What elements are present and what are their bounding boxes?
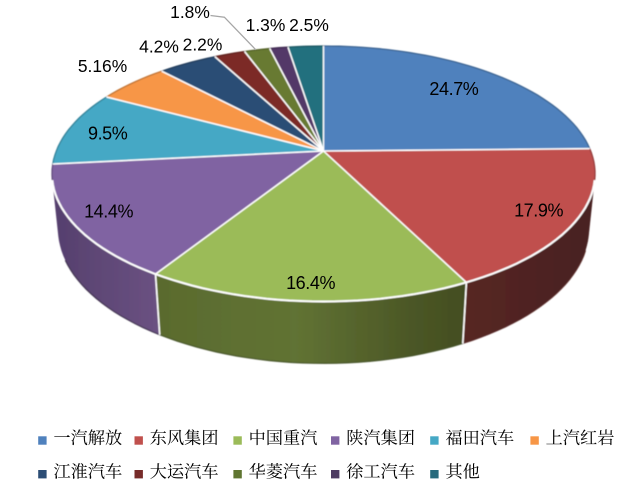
svg-text:1.3%: 1.3% bbox=[246, 15, 286, 35]
svg-text:2.2%: 2.2% bbox=[183, 35, 223, 55]
svg-text:24.7%: 24.7% bbox=[429, 79, 478, 99]
svg-text:9.5%: 9.5% bbox=[88, 124, 128, 144]
svg-text:1.8%: 1.8% bbox=[170, 2, 210, 22]
svg-text:14.4%: 14.4% bbox=[84, 201, 133, 221]
svg-text:16.4%: 16.4% bbox=[286, 273, 335, 293]
svg-text:2.5%: 2.5% bbox=[289, 15, 329, 35]
svg-text:5.16%: 5.16% bbox=[78, 56, 127, 76]
svg-text:17.9%: 17.9% bbox=[514, 200, 563, 220]
svg-text:4.2%: 4.2% bbox=[139, 37, 179, 57]
